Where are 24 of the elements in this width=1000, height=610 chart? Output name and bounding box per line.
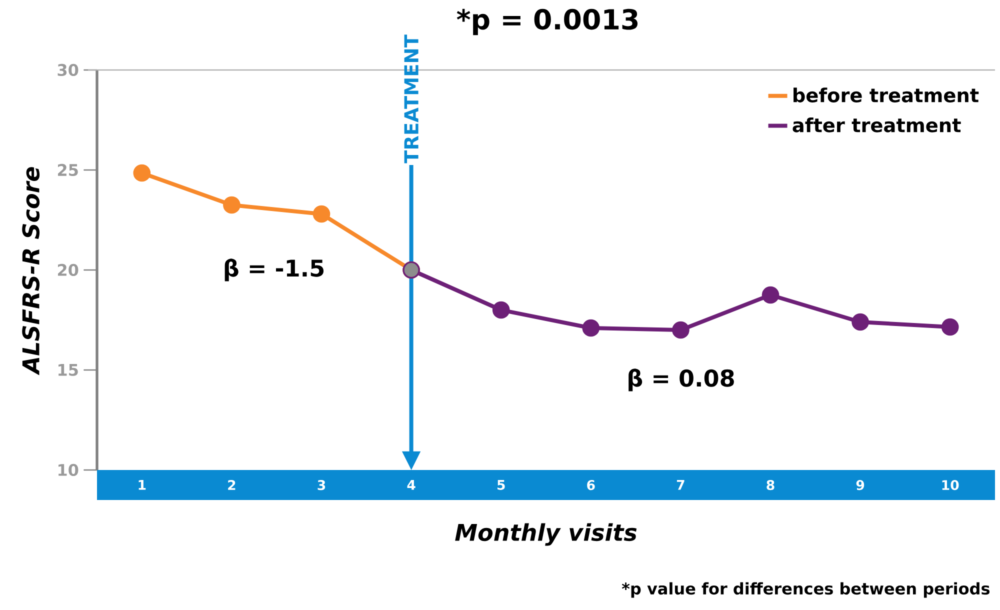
text: *p value for differences between periods	[622, 582, 990, 598]
x-tick-label: 6	[587, 480, 595, 490]
x-tick-label: 4	[407, 480, 416, 490]
y-axis-title: ALSFRS-R Score	[22, 167, 40, 376]
x-tick-label: 10	[942, 480, 959, 490]
y-tick-label: 20	[58, 264, 78, 276]
x-tick-label: 3	[318, 480, 326, 490]
y-tick-label: 30	[58, 64, 78, 76]
annotation: β = 0.08	[628, 368, 734, 392]
ref-line-label: TREATMENT	[404, 34, 418, 164]
x-tick-label: 2	[228, 480, 236, 490]
y-tick-label: 15	[58, 364, 78, 376]
x-tick-label: 5	[497, 480, 505, 490]
legend-label: before treatment	[794, 88, 979, 102]
x-tick-label: 9	[856, 480, 864, 490]
x-tick-label: 8	[766, 480, 774, 490]
x-tick-label: 1	[138, 480, 146, 490]
y-tick-label: 10	[58, 464, 78, 476]
x-tick-label: 7	[676, 480, 684, 490]
text: *p = 0.0013	[456, 8, 638, 36]
x-axis-title: Monthly visits	[455, 523, 637, 546]
legend-label: after treatment	[792, 118, 961, 132]
annotation: β = -1.5	[224, 258, 324, 282]
y-tick-label: 25	[58, 164, 78, 176]
